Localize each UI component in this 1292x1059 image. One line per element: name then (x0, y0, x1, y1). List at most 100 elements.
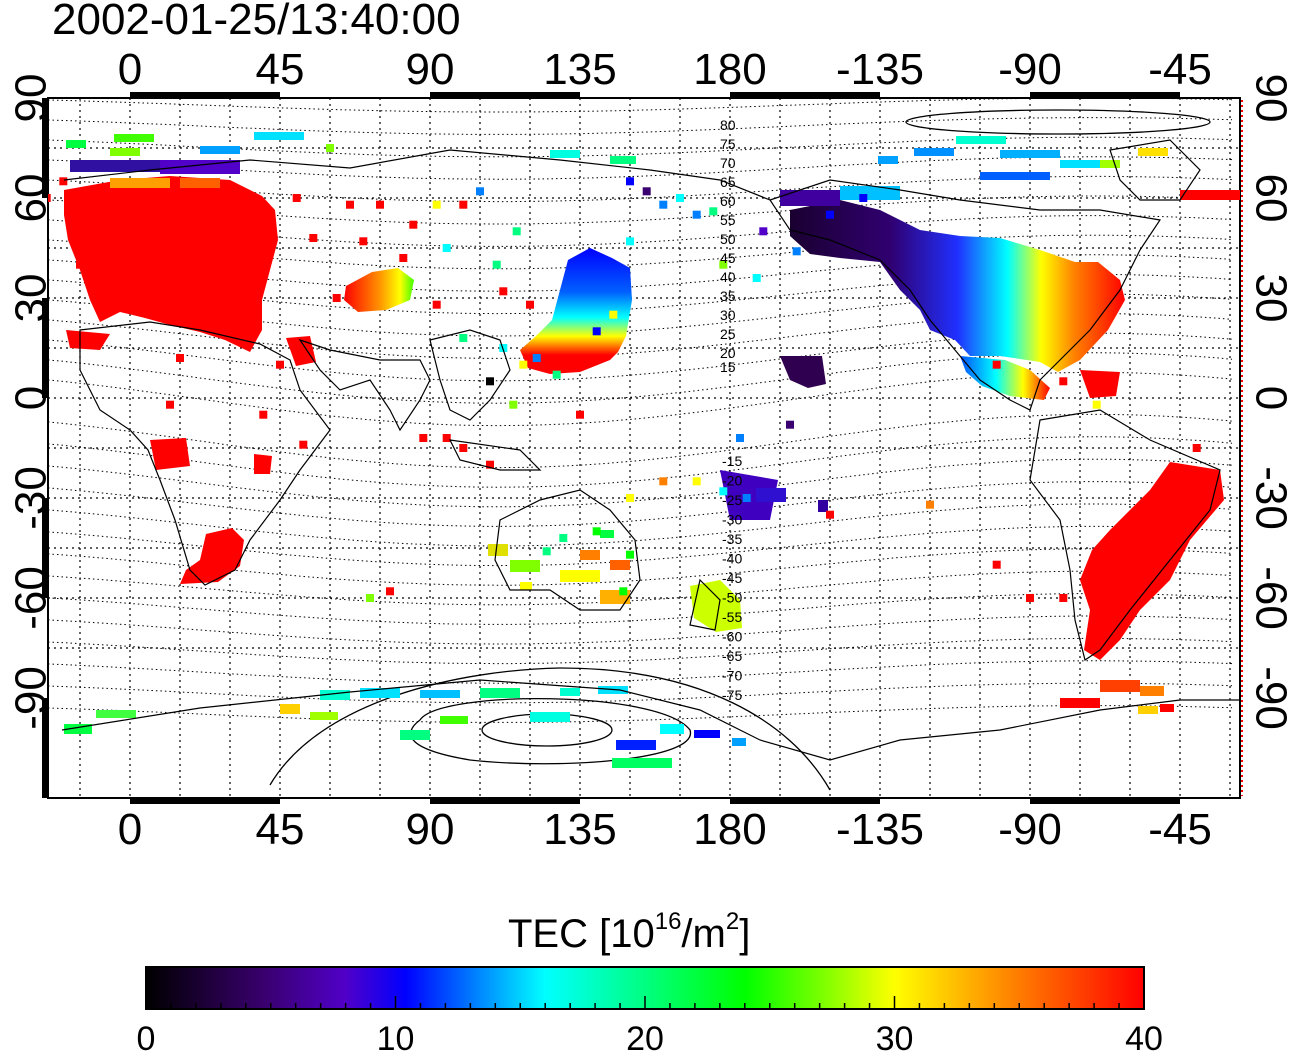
contour-label: -30 (722, 512, 742, 528)
station-marker (1059, 377, 1068, 386)
station-marker (376, 200, 384, 209)
station-marker (542, 547, 551, 556)
station-marker (432, 200, 441, 209)
lon-tick-label: -135 (836, 805, 924, 854)
lon-tick-label: 180 (693, 45, 766, 94)
top-longitude-ticks: 0 45 90 135 180 -135 -90 -45 (118, 45, 1212, 94)
bottom-longitude-ticks: 0 45 90 135 180 -135 -90 -45 (118, 805, 1212, 854)
station-marker (492, 260, 501, 269)
station-marker (532, 354, 541, 362)
lat-tick-label: 30 (7, 274, 56, 323)
colorbar-title: TEC [1016/m2] (508, 908, 751, 956)
lat-tick-label: 90 (7, 74, 56, 123)
colorbar-tick-label: 30 (875, 1020, 914, 1058)
station-marker (786, 420, 794, 429)
lat-tick-label: -90 (7, 666, 56, 730)
lon-tick-label: 0 (118, 805, 142, 854)
station-marker (576, 410, 584, 419)
station-marker (459, 444, 468, 452)
lon-tick-label: -45 (1148, 45, 1212, 94)
tec-region-new-zealand (690, 580, 742, 632)
contour-label: -40 (722, 551, 742, 567)
lon-tick-label: -45 (1148, 805, 1212, 854)
station-marker (299, 440, 308, 449)
lon-tick-label: 45 (256, 45, 305, 94)
station-marker (276, 360, 284, 369)
tec-region-east-asia (520, 248, 632, 374)
contour-label: 30 (720, 307, 736, 323)
station-marker (992, 360, 1001, 369)
station-marker (1059, 594, 1068, 602)
station-marker (592, 527, 601, 536)
lat-tick-label: -60 (7, 566, 56, 630)
station-marker (626, 237, 634, 246)
lat-tick-label: 30 (1246, 274, 1292, 323)
station-marker (826, 510, 834, 519)
tec-region-central-asia (344, 268, 414, 312)
tec-region-south-america (1080, 462, 1224, 660)
contour-label: 40 (720, 269, 736, 285)
station-marker (259, 410, 268, 419)
contour-label: -60 (722, 629, 742, 645)
station-marker (1092, 400, 1101, 409)
station-marker (292, 194, 301, 202)
station-marker (459, 200, 468, 209)
contour-label: 50 (720, 231, 736, 247)
tec-data (64, 132, 1240, 768)
station-marker (1192, 444, 1201, 452)
station-marker (552, 370, 561, 379)
contour-label: 65 (720, 174, 736, 190)
station-marker (742, 494, 751, 502)
colorbar-tick-label: 0 (136, 1020, 156, 1058)
colorbar-ticks (145, 996, 1145, 1009)
lat-tick-label: -30 (1246, 466, 1292, 530)
station-marker (752, 274, 761, 282)
polar-contours (269, 109, 1211, 791)
contour-label: -20 (722, 473, 742, 489)
colorbar-tick-label: 40 (1125, 1020, 1163, 1058)
contour-label: 25 (720, 326, 736, 342)
contour-label: -45 (722, 570, 742, 586)
station-marker (499, 344, 508, 352)
station-marker (719, 487, 728, 496)
tec-region-australia (488, 544, 508, 556)
station-marker (626, 177, 634, 186)
station-marker (559, 534, 568, 542)
station-marker (48, 194, 51, 202)
station-marker (92, 277, 101, 286)
station-marker (1026, 594, 1034, 602)
lat-tick-label: 60 (1246, 174, 1292, 223)
station-marker (759, 227, 768, 236)
contour-label: -35 (722, 531, 742, 547)
contour-label: 60 (720, 193, 736, 209)
station-marker (709, 207, 718, 216)
station-marker (719, 260, 728, 269)
lon-tick-label: 135 (543, 805, 616, 854)
lon-tick-label: 90 (406, 805, 455, 854)
station-marker (176, 354, 184, 362)
lon-tick-label: 135 (543, 45, 616, 94)
station-marker (659, 477, 668, 486)
station-marker (486, 377, 494, 386)
station-marker (409, 220, 418, 229)
station-marker (509, 400, 518, 409)
contour-label: -70 (722, 668, 742, 684)
station-marker (76, 260, 84, 269)
station-marker (346, 200, 354, 209)
contour-label: -75 (722, 687, 742, 703)
timestamp-title: 2002-01-25/13:40:00 (52, 0, 461, 44)
station-marker (499, 287, 508, 296)
left-latitude-ticks: 90 60 30 0 -30 -60 -90 (7, 74, 56, 730)
station-marker (826, 210, 834, 219)
station-marker (386, 587, 394, 596)
station-marker (592, 327, 601, 336)
station-marker (526, 300, 534, 309)
lat-tick-label: 0 (1246, 386, 1292, 410)
station-marker (432, 300, 441, 309)
contour-label: -50 (722, 590, 742, 606)
station-marker (419, 434, 428, 442)
station-marker (366, 594, 374, 602)
contour-label: -65 (722, 648, 742, 664)
contour-label: -25 (722, 492, 742, 508)
lon-tick-label: 0 (118, 45, 142, 94)
